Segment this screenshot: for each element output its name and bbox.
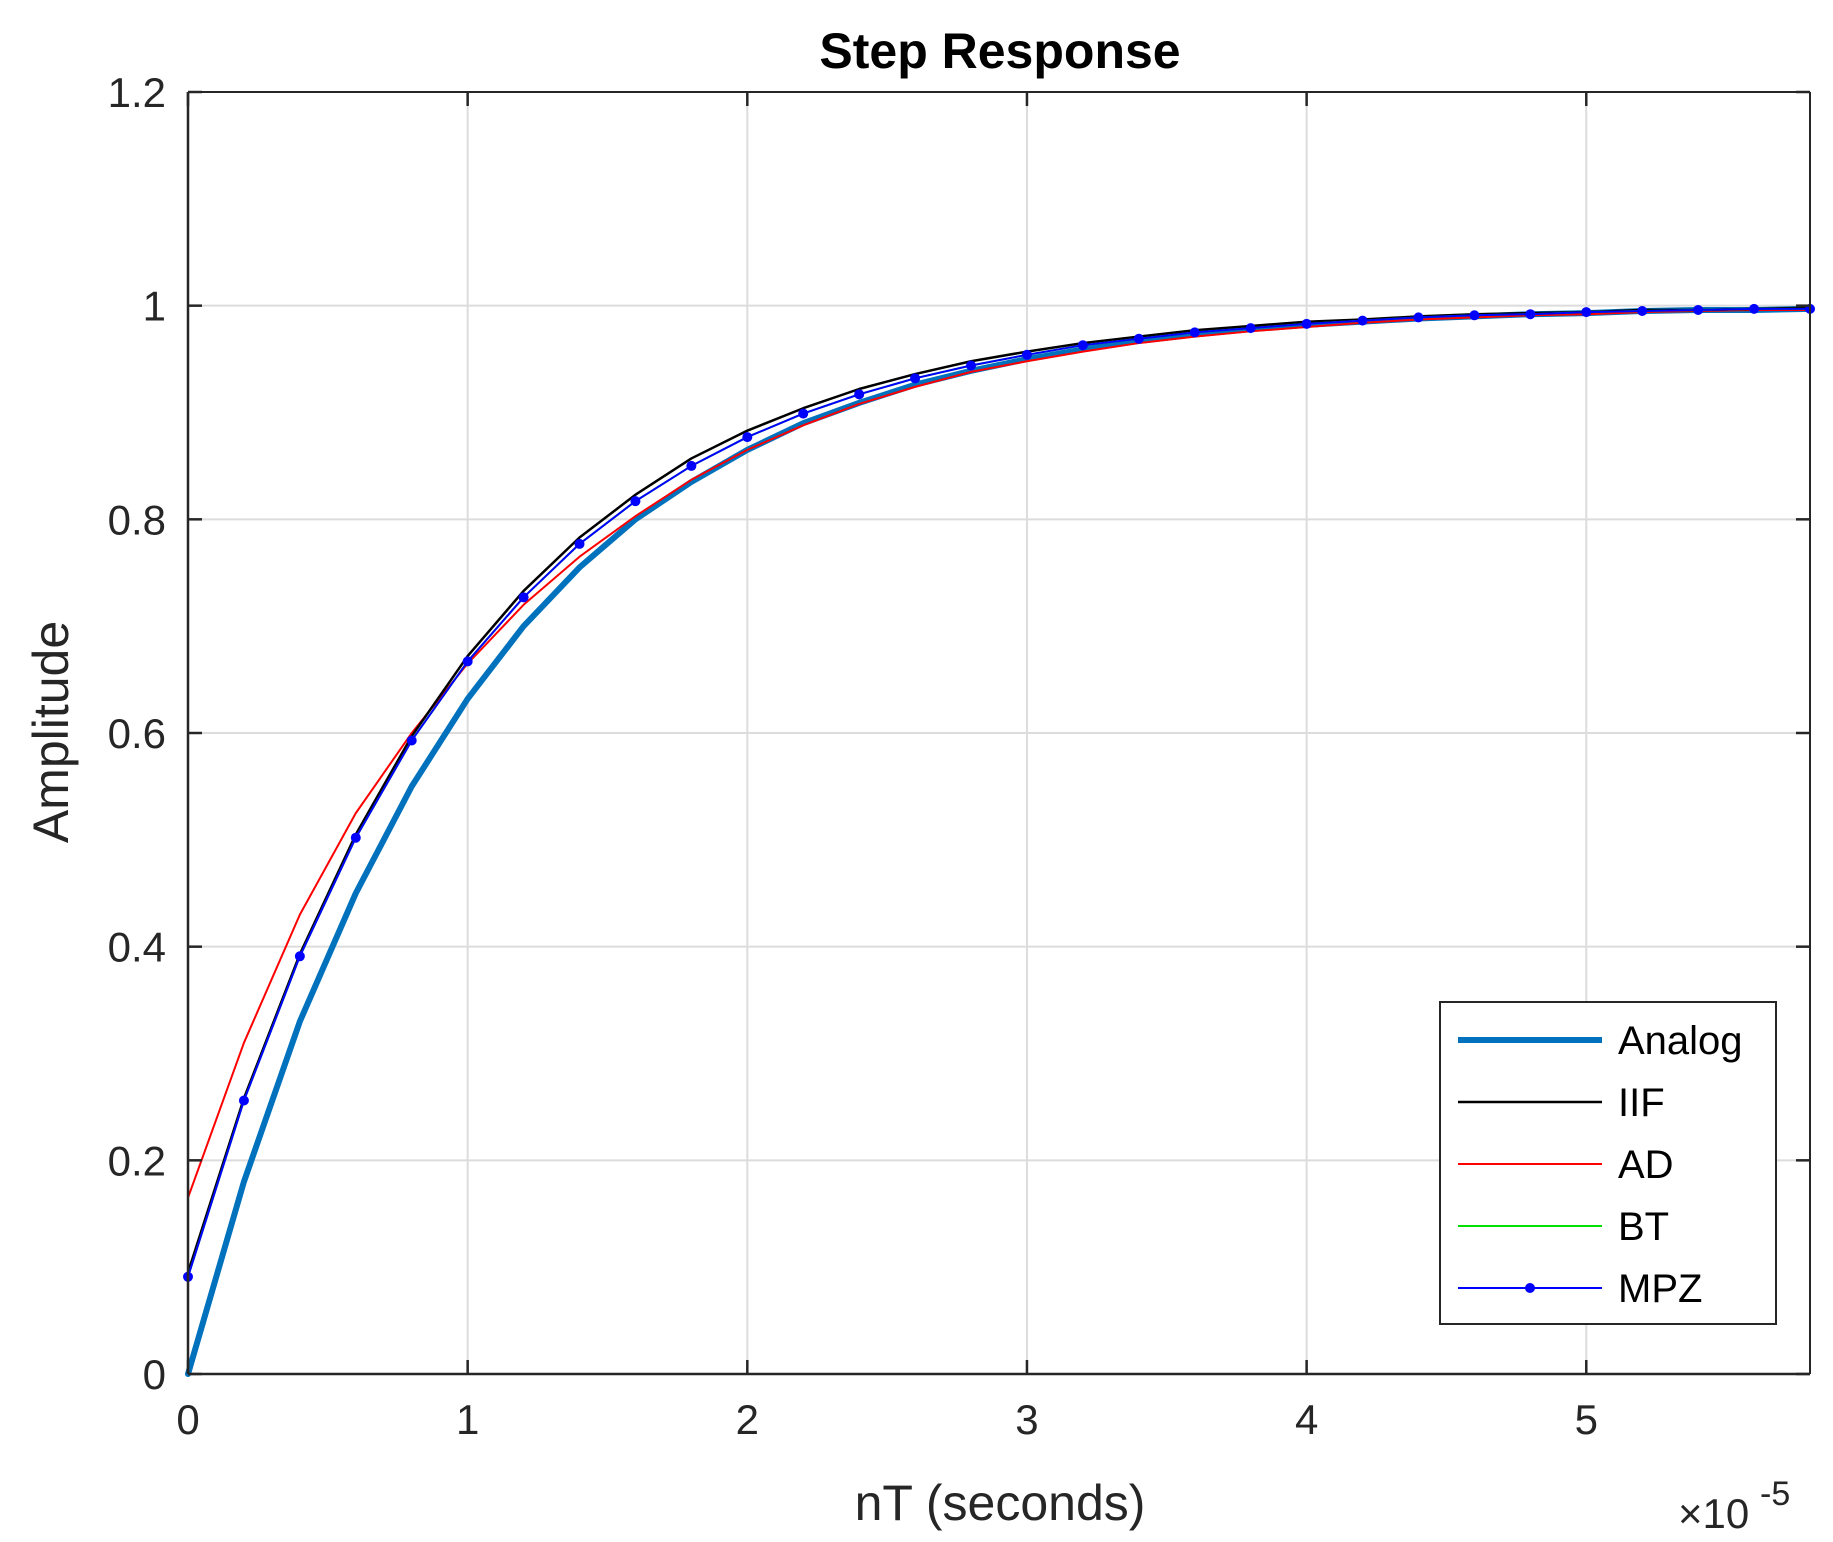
series-point-mpz-20 (1301, 318, 1312, 329)
y-tick-label-5: 1 (143, 283, 166, 330)
y-tick-label-1: 0.2 (108, 1137, 166, 1184)
series-point-mpz-9 (686, 460, 697, 471)
series-point-mpz-15 (1021, 349, 1032, 360)
series-point-mpz-2 (294, 951, 305, 962)
legend-box (1439, 1001, 1777, 1325)
y-tick-label-3: 0.6 (108, 710, 166, 757)
x-tick-label-5: 5 (1575, 1396, 1598, 1443)
series-point-mpz-23 (1469, 310, 1480, 321)
legend-marker-mpz (1525, 1283, 1535, 1293)
x-tick-label-4: 4 (1295, 1396, 1318, 1443)
legend-label-ad: AD (1618, 1143, 1674, 1187)
series-point-mpz-28 (1749, 303, 1760, 314)
x-multiplier-text: ×10 (1678, 1490, 1749, 1537)
y-tick-label-2: 0.4 (108, 924, 166, 971)
series-point-mpz-19 (1245, 323, 1256, 334)
series-point-mpz-24 (1525, 309, 1536, 320)
series-point-mpz-3 (350, 832, 361, 843)
series-point-mpz-14 (966, 360, 977, 371)
series-point-mpz-6 (518, 592, 529, 603)
x-tick-label-1: 1 (456, 1396, 479, 1443)
y-tick-label-4: 0.8 (108, 496, 166, 543)
x-axis-multiplier: ×10 -5 (1678, 1475, 1790, 1537)
series-point-mpz-4 (406, 735, 417, 746)
legend-label-mpz: MPZ (1618, 1267, 1702, 1311)
y-tick-label-0: 0 (143, 1351, 166, 1398)
legend-label-bt: BT (1618, 1205, 1669, 1249)
chart-title: Step Response (819, 23, 1180, 79)
y-axis-label: Amplitude (23, 621, 79, 843)
series-point-mpz-12 (854, 389, 865, 400)
series-point-mpz-25 (1581, 307, 1592, 318)
series-point-mpz-7 (574, 538, 585, 549)
x-tick-label-3: 3 (1015, 1396, 1038, 1443)
x-axis-label: nT (seconds) (855, 1475, 1146, 1531)
series-point-mpz-27 (1693, 304, 1704, 315)
axes (186, 90, 1811, 1376)
legend-label-iif: IIF (1618, 1081, 1665, 1125)
x-multiplier-exponent: -5 (1760, 1475, 1790, 1513)
series-point-mpz-17 (1133, 333, 1144, 344)
series-point-mpz-5 (462, 656, 473, 667)
x-tick-label-2: 2 (736, 1396, 759, 1443)
series-point-mpz-21 (1357, 315, 1368, 326)
series-line-mpz (187, 307, 1811, 1278)
series-point-mpz-11 (798, 408, 809, 419)
tick-labels: 0 1 2 3 4 5 0 0.2 0.4 0.6 0.8 1 1.2 (108, 69, 1598, 1443)
x-tick-label-0: 0 (176, 1396, 199, 1443)
series-point-mpz-8 (630, 496, 641, 507)
series-point-mpz-1 (238, 1095, 249, 1106)
series-point-mpz-26 (1637, 306, 1648, 317)
series-point-mpz-22 (1413, 312, 1424, 323)
legend: Analog IIF AD BT MPZ (1439, 1001, 1777, 1325)
series-point-mpz-16 (1077, 340, 1088, 351)
legend-label-analog: Analog (1618, 1019, 1743, 1063)
y-tick-label-6: 1.2 (108, 69, 166, 116)
series-point-mpz-10 (742, 432, 753, 443)
series-point-mpz-13 (910, 373, 921, 384)
series-lines (183, 303, 1815, 1377)
series-point-mpz-18 (1189, 327, 1200, 338)
